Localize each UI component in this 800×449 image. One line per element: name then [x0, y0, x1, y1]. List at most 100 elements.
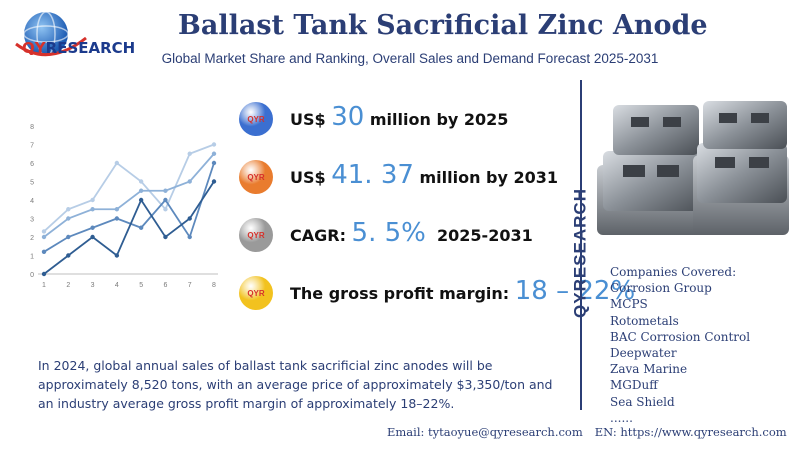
footer-email[interactable]: Email: tytaoyue@qyresearch.com [387, 425, 583, 439]
y-tick-label: 3 [30, 217, 34, 224]
x-tick-label: 1 [42, 282, 46, 289]
stat-suffix: million by 2025 [364, 110, 509, 129]
data-point [211, 179, 217, 184]
data-point [90, 234, 95, 240]
page-title: Ballast Tank Sacrificial Zinc Anode [178, 10, 708, 41]
data-point [41, 271, 47, 277]
stat-prefix: The gross profit margin: [290, 284, 515, 303]
svg-text:QYR: QYR [247, 173, 265, 182]
data-point [90, 197, 95, 203]
company-item: Sea Shield [610, 394, 675, 409]
zinc-anode-product-image [597, 101, 789, 235]
stat-value: 41. 37 [331, 160, 414, 190]
data-point [187, 151, 192, 156]
companies-heading: Companies Covered: [610, 265, 737, 279]
vertical-brand-text: QYRESEARCH [570, 188, 589, 318]
company-item: MCPS [610, 297, 648, 312]
stat-prefix: US$ [290, 168, 332, 187]
y-tick-label: 0 [30, 272, 34, 279]
y-tick-label: 8 [30, 124, 34, 131]
x-tick-label: 7 [188, 282, 192, 289]
company-item: Corrosion Group [610, 281, 712, 296]
stat-prefix: CAGR: [290, 226, 352, 245]
data-point [90, 207, 95, 212]
data-point [138, 197, 144, 203]
y-tick-label: 5 [30, 180, 34, 187]
data-point [66, 207, 71, 212]
stat-value: 18 – 22% [514, 276, 636, 306]
page-subtitle: Global Market Share and Ranking, Overall… [161, 51, 659, 66]
series-line-3 [43, 162, 215, 253]
stat-prefix: US$ [290, 110, 332, 129]
y-tick-label: 2 [30, 235, 34, 242]
data-point [114, 216, 120, 221]
svg-text:QYR: QYR [247, 115, 265, 124]
qyresearch-logo [15, 11, 87, 57]
stat-suffix: million by 2031 [413, 168, 559, 187]
data-point [114, 207, 120, 212]
series-line-2 [43, 153, 215, 238]
stat-row-3: CAGR: 5. 5% 2025-2031 [290, 218, 533, 248]
y-tick-label: 7 [30, 143, 34, 150]
svg-text:QYRESEARCH: QYRESEARCH [570, 188, 589, 318]
data-point [41, 234, 47, 240]
stat-suffix: 2025-2031 [425, 226, 533, 245]
x-tick-label: 2 [66, 282, 70, 289]
vertical-divider [580, 80, 582, 410]
stat-icon-3: QYR [239, 218, 273, 252]
data-point [138, 188, 144, 193]
company-item: MGDuff [610, 378, 658, 393]
data-point [211, 142, 217, 147]
company-item: Rotometals [610, 313, 679, 328]
data-point [41, 249, 47, 254]
x-tick-label: 8 [212, 282, 216, 289]
y-tick-label: 1 [30, 254, 34, 261]
stat-value: 30 [331, 102, 365, 132]
company-item: Zava Marine [610, 362, 688, 377]
y-tick-label: 4 [30, 198, 34, 205]
data-point [163, 234, 168, 240]
stat-icon-1: QYR [239, 102, 273, 136]
company-item: ...... [610, 410, 633, 425]
data-point [187, 234, 192, 240]
data-point [114, 160, 120, 166]
stat-value: 5. 5% [351, 218, 426, 248]
data-point [66, 234, 71, 240]
series-line-4 [43, 181, 215, 275]
data-point [211, 160, 217, 166]
data-point [138, 179, 144, 184]
data-point [163, 197, 168, 203]
company-item: BAC Corrosion Control [610, 329, 751, 344]
data-point [66, 216, 71, 221]
svg-text:QYR: QYR [247, 289, 265, 298]
stat-icon-4: QYR [239, 276, 273, 310]
data-point [163, 188, 168, 193]
data-point [66, 253, 71, 258]
series-line-1 [43, 143, 215, 233]
data-point [90, 225, 95, 230]
svg-text:QYR: QYR [247, 231, 265, 240]
companies-list: Companies Covered: Corrosion Group MCPS Ro… [610, 264, 750, 426]
x-tick-label: 5 [139, 282, 143, 289]
footer-contact: Email: tytaoyue@qyresearch.com EN: https:… [387, 425, 787, 439]
company-item: Deepwater [610, 346, 677, 361]
stat-row-2: US$ 41. 37 million by 2031 [290, 160, 558, 190]
data-point [163, 207, 168, 212]
x-tick-label: 3 [91, 282, 95, 289]
x-tick-label: 6 [163, 282, 167, 289]
data-point [187, 216, 192, 221]
x-tick-label: 4 [115, 282, 119, 289]
stat-row-4: The gross profit margin: 18 – 22% [290, 276, 635, 306]
data-point [211, 151, 217, 156]
y-tick-label: 6 [30, 161, 34, 168]
data-point [41, 229, 47, 234]
stat-icon-2: QYR [239, 160, 273, 194]
summary-paragraph: In 2024, global annual sales of ballast … [38, 358, 553, 411]
data-point [187, 179, 192, 184]
footer-website[interactable]: EN: https://www.qyresearch.com [594, 425, 787, 439]
data-point [138, 225, 144, 230]
stat-row-1: US$ 30 million by 2025 [290, 102, 508, 132]
trend-line-chart: 0 1 2 3 4 5 6 7 8 1 2 3 4 5 6 7 8 [30, 124, 218, 289]
logo-text: QYRESEARCH [22, 39, 136, 57]
data-point [114, 253, 120, 258]
